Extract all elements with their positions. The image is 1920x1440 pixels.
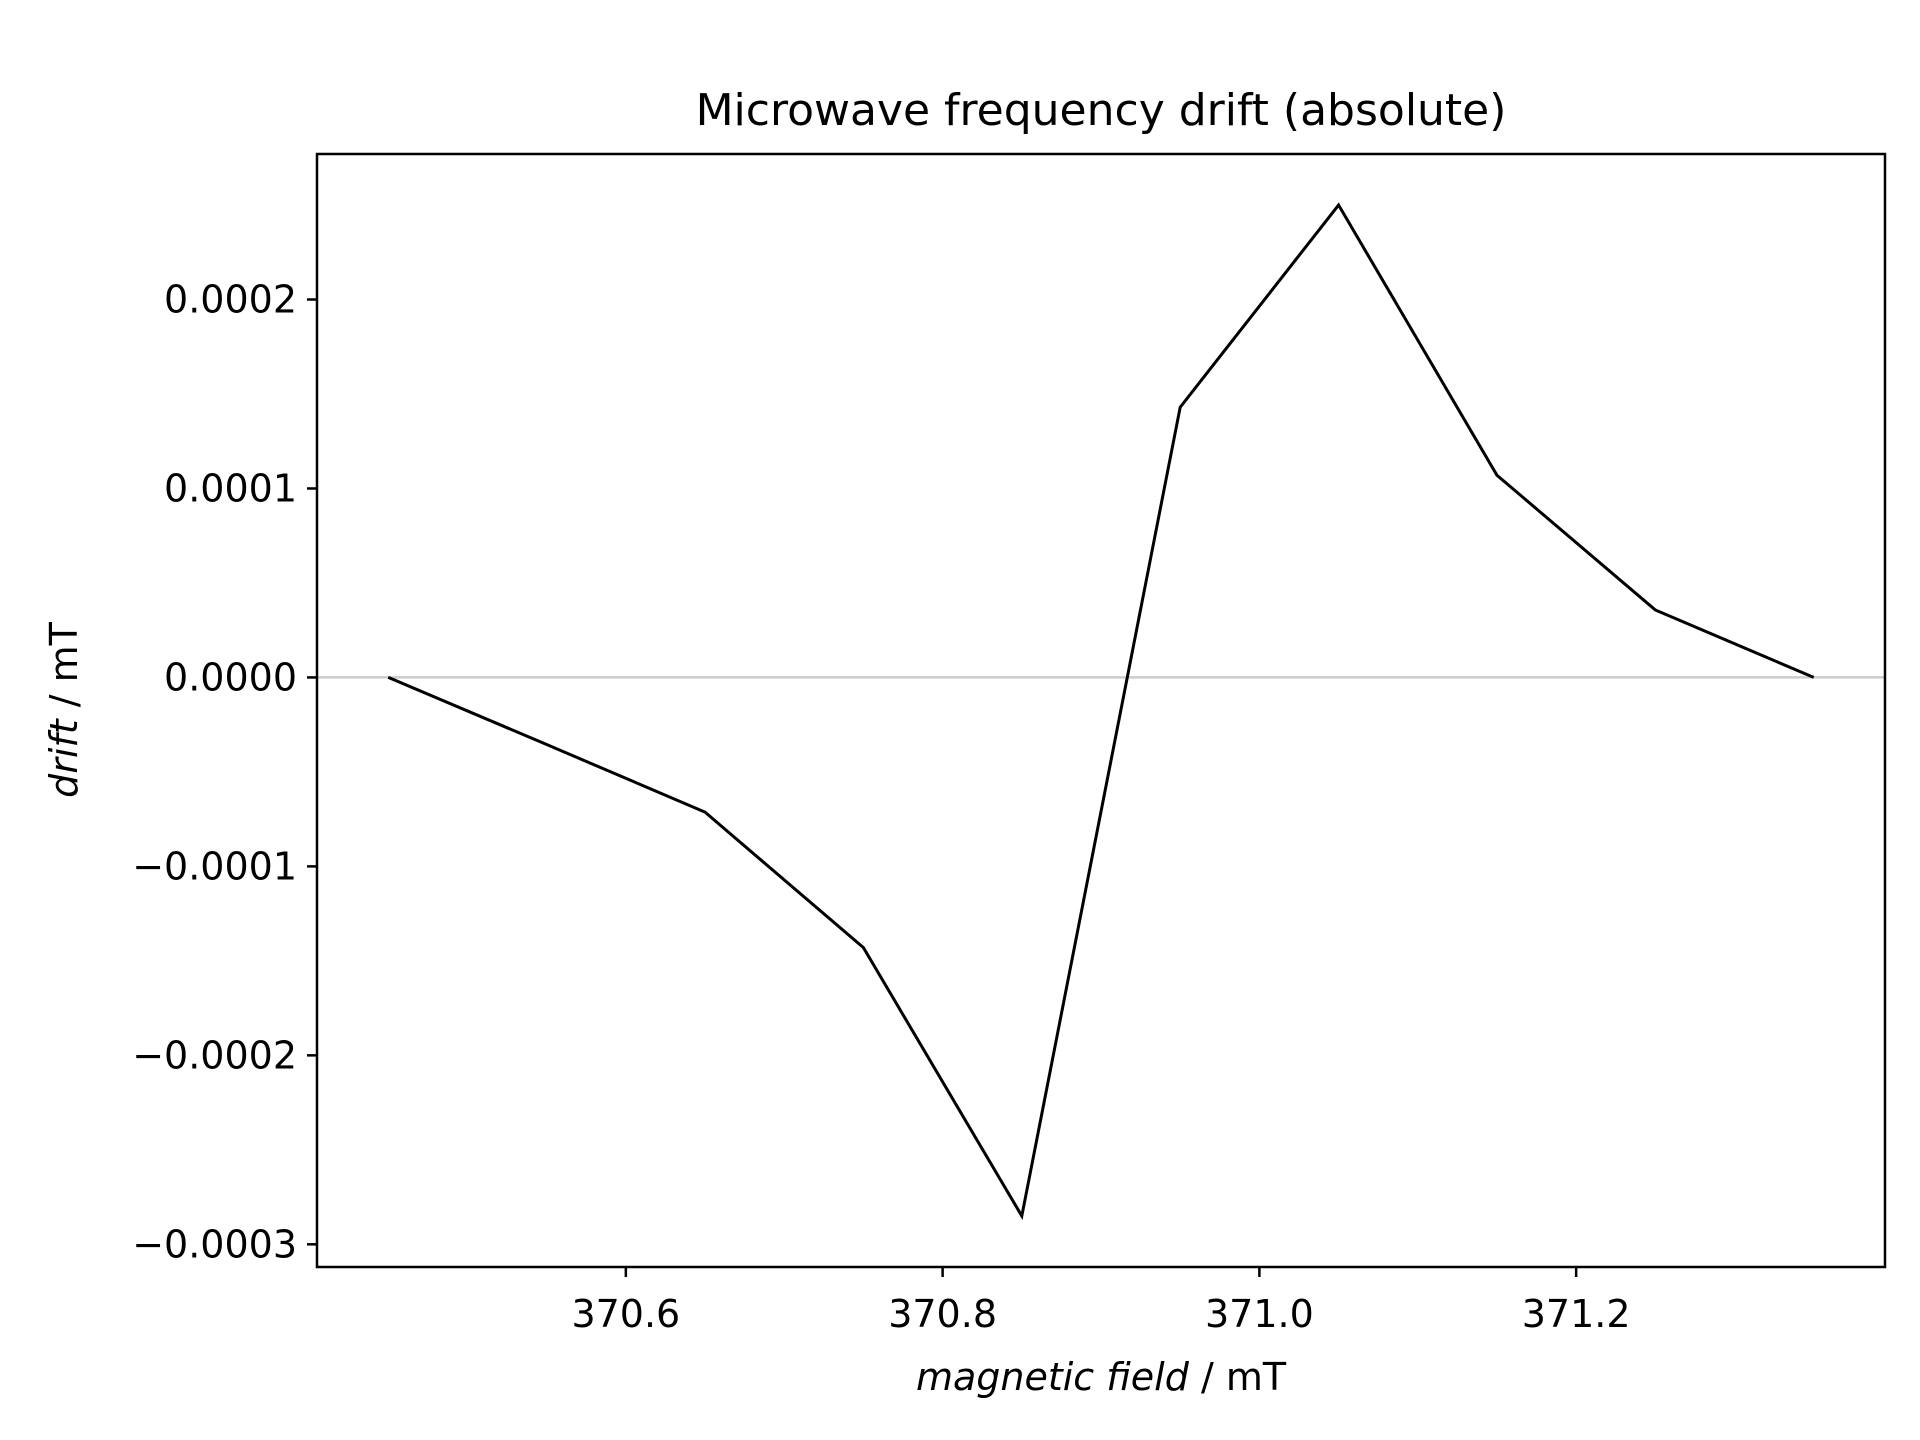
x-axis-label: magnetic field / mT [916, 1355, 1287, 1399]
y-axis-label-quantity: drift [42, 717, 86, 798]
chart-title: Microwave frequency drift (absolute) [696, 85, 1507, 136]
x-tick-label: 371.0 [1205, 1292, 1314, 1336]
x-axis-label-quantity: magnetic field [916, 1355, 1190, 1399]
series-layer [387, 202, 1815, 1221]
y-tick-label: −0.0001 [132, 844, 297, 888]
x-axis-label-unit: / mT [1189, 1355, 1287, 1399]
y-axis-label: drift / mT [42, 621, 86, 798]
y-tick-label: 0.0002 [164, 278, 297, 322]
y-axis-ticks: 0.0002 0.0001 0.0000 −0.0001 −0.0002 −0.0003 [132, 278, 317, 1266]
y-tick-label: −0.0003 [132, 1222, 297, 1266]
plot-frame [315, 152, 1887, 1269]
y-axis-label-unit: / mT [42, 621, 86, 719]
x-axis-ticks: 370.6 370.8 371.0 371.2 [571, 1267, 1631, 1336]
x-tick-label: 370.8 [888, 1292, 997, 1336]
y-tick-label: 0.0001 [164, 466, 297, 510]
y-tick-label: 0.0000 [164, 655, 297, 699]
y-tick-label: −0.0002 [132, 1033, 297, 1077]
x-tick-label: 371.2 [1522, 1292, 1631, 1336]
series-line-0 [387, 202, 1815, 1221]
x-tick-label: 370.6 [571, 1292, 680, 1336]
